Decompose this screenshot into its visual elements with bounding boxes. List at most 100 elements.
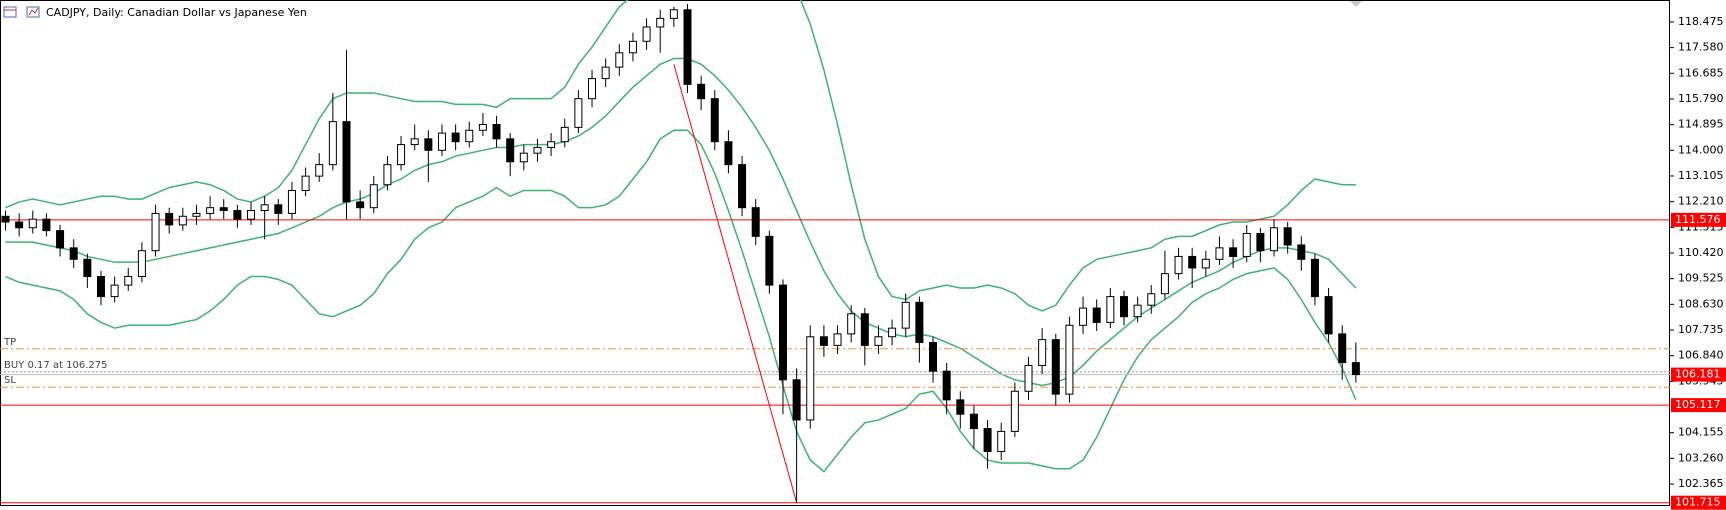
candle-body — [1188, 255, 1197, 269]
shift-marker — [1350, 1, 1362, 7]
y-tick-label: 104.155 — [1678, 426, 1724, 439]
candle-body — [83, 258, 92, 278]
candle-body — [560, 126, 569, 143]
candle-body — [492, 123, 501, 140]
candle-body — [778, 284, 787, 381]
candle-body — [437, 132, 446, 151]
candle-body — [192, 212, 201, 217]
candle-body — [683, 9, 692, 85]
level-label: 106.181 — [1675, 368, 1721, 381]
candle-body — [1024, 364, 1033, 392]
candle-body — [110, 284, 119, 298]
candle-body — [410, 138, 419, 146]
candle-body — [1242, 232, 1251, 257]
chart-title: CADJPY, Daily: Canadian Dollar vs Japane… — [46, 6, 307, 19]
y-tick-label: 118.475 — [1678, 15, 1724, 28]
candle-body — [1351, 362, 1360, 376]
candle-body — [615, 52, 624, 68]
candle-body — [137, 250, 146, 278]
order-label: BUY 0.17 at 106.275 — [4, 360, 108, 371]
candle-body — [465, 129, 474, 143]
candle-body — [588, 78, 597, 100]
candle-body — [124, 276, 133, 286]
candle-body — [165, 212, 174, 226]
candle-body — [888, 327, 897, 338]
candle-body — [547, 141, 556, 148]
order-label: TP — [3, 337, 16, 348]
candle-body — [451, 132, 460, 143]
candle-body — [942, 370, 951, 401]
toolbar-icons — [3, 6, 40, 18]
y-tick-label: 108.630 — [1678, 297, 1724, 310]
y-tick-label: 114.000 — [1678, 143, 1724, 156]
candle-body — [233, 210, 242, 220]
candle-body — [1215, 247, 1224, 260]
y-tick-label: 113.105 — [1678, 169, 1724, 182]
level-label: 111.576 — [1675, 213, 1721, 226]
level-label-box — [1671, 398, 1726, 413]
candle-body — [1201, 258, 1210, 269]
candle-body — [478, 123, 487, 131]
candle-body — [1270, 227, 1279, 252]
candle-body — [1147, 293, 1156, 306]
candle-body — [1133, 304, 1142, 318]
level-label-box — [1671, 212, 1726, 227]
candle-body — [860, 313, 869, 346]
candle-body — [206, 207, 215, 214]
level-label-box — [1671, 495, 1726, 510]
candle-body — [574, 98, 583, 128]
candle-body — [628, 40, 637, 54]
candle-body — [833, 333, 842, 346]
candle-body — [929, 341, 938, 372]
candle-body — [219, 207, 228, 212]
y-tick-label: 102.365 — [1678, 477, 1724, 490]
candle-body — [1310, 258, 1319, 298]
y-tick-label: 109.525 — [1678, 272, 1724, 285]
candle-body — [301, 175, 310, 191]
candle-body — [710, 98, 719, 143]
candle-body — [28, 218, 37, 229]
icon — [26, 6, 40, 18]
y-tick-label: 103.260 — [1678, 451, 1724, 464]
candle-body — [42, 218, 51, 232]
band-line — [5, 0, 1356, 312]
candle-body — [874, 336, 883, 346]
candle-body — [901, 301, 910, 329]
candle-body — [1119, 296, 1128, 318]
y-tick-label: 117.580 — [1678, 41, 1724, 54]
candle-body — [151, 212, 160, 252]
candle-body — [642, 26, 651, 42]
candle-body — [969, 413, 978, 430]
candle-body — [1065, 324, 1074, 395]
candle-body — [656, 17, 665, 28]
candle-body — [1051, 339, 1060, 395]
y-tick-label: 112.210 — [1678, 195, 1724, 208]
candle-body — [533, 146, 542, 154]
candle-body — [792, 379, 801, 421]
candle-body — [601, 66, 610, 80]
candle-body — [915, 301, 924, 343]
plot-frame — [0, 0, 1670, 506]
candle-body — [751, 207, 760, 237]
candle-body — [287, 189, 296, 214]
candle-body — [328, 121, 337, 166]
candle-body — [1324, 296, 1333, 335]
candle-body — [1106, 296, 1115, 323]
candle-body — [1229, 247, 1238, 257]
icon — [28, 7, 39, 16]
candle-body — [1297, 244, 1306, 260]
candle-body — [1079, 307, 1088, 326]
candle-body — [1092, 307, 1101, 323]
candle-body — [96, 276, 105, 298]
candle-body — [1256, 232, 1265, 252]
candle-body — [724, 141, 733, 166]
candle-body — [1283, 227, 1292, 246]
candle-body — [1338, 333, 1347, 364]
y-tick-label: 107.735 — [1678, 323, 1724, 336]
level-label: 105.117 — [1675, 398, 1721, 411]
candle-body — [738, 164, 747, 209]
icon — [3, 6, 17, 18]
candle-body — [506, 138, 515, 163]
y-tick-label: 115.790 — [1678, 92, 1724, 105]
